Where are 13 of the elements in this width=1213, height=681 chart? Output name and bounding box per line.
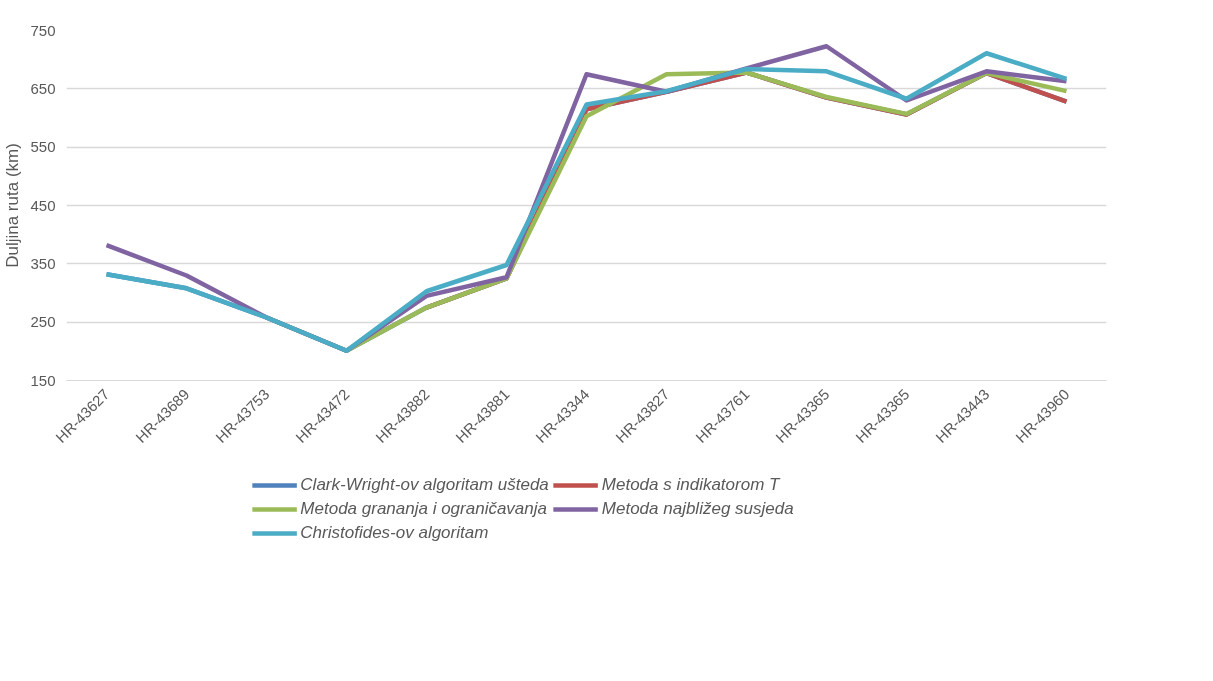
y-axis-title: Duljina ruta (km) xyxy=(3,143,23,268)
y-tick-label: 550 xyxy=(30,138,56,156)
legend-label: Metoda grananja i ograničavanja xyxy=(300,499,548,519)
legend-label: Metoda s indikatorom T xyxy=(601,475,780,495)
y-tick-label: 350 xyxy=(30,254,56,272)
y-tick-label: 250 xyxy=(30,313,56,331)
y-tick-label: 750 xyxy=(30,21,56,39)
legend-label: Christofides-ov algoritam xyxy=(300,523,489,543)
legend-label: Clark-Wright-ov algoritam ušteda xyxy=(300,475,549,495)
y-tick-label: 450 xyxy=(30,196,56,214)
legend-label: Metoda najbližeg susjeda xyxy=(601,499,794,519)
y-tick-label: 650 xyxy=(30,79,56,97)
y-tick-label: 150 xyxy=(30,371,56,389)
